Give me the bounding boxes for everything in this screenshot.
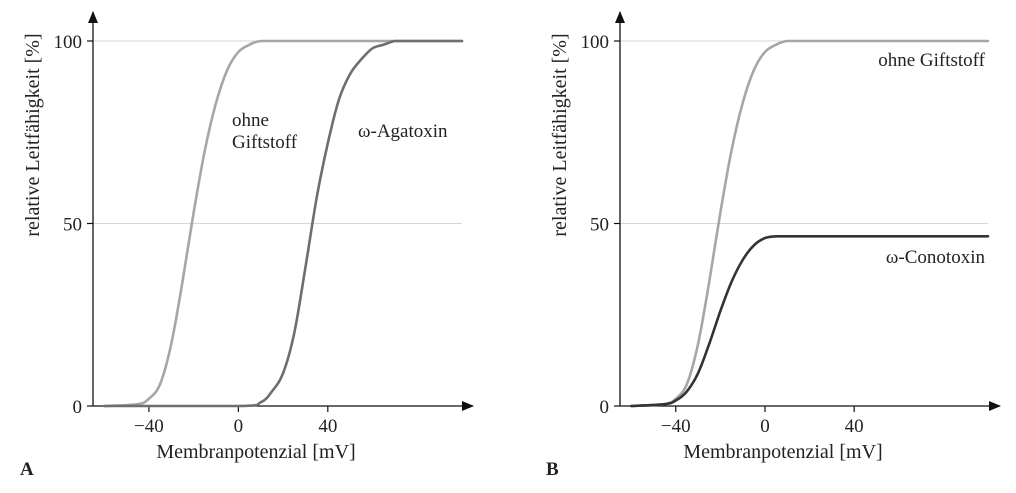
panel-b-y-tick-label-0: 0 xyxy=(600,397,610,418)
panel-a-x-tick-label-2: 40 xyxy=(318,416,337,437)
panel-b-y-axis-label: relative Leitfähigkeit [%] xyxy=(549,33,571,236)
panel-b-x-tick-label-2: 40 xyxy=(845,416,864,437)
panel-a-x-axis-label: Membranpotenzial [mV] xyxy=(156,441,355,463)
panel-b-y-tick-label-2: 100 xyxy=(581,32,610,53)
panel-b-series-label-0-line-0: ohne Giftstoff xyxy=(878,50,985,71)
panel-a-series-label-1-line-0: ω-Agatoxin xyxy=(358,121,448,142)
panel-b-series-label-1: ω-Conotoxin xyxy=(886,247,986,268)
panel-b-label: B xyxy=(546,459,559,480)
panel-b-series-label-0: ohne Giftstoff xyxy=(878,50,985,71)
panel-b: relative Leitfähigkeit [%] Membranpotenz… xyxy=(546,11,1001,480)
panel-b-x-tick-label-0: −40 xyxy=(661,416,691,437)
panel-a-x-tick-label-1: 0 xyxy=(234,416,244,437)
panel-b-x-tick-label-1: 0 xyxy=(760,416,770,437)
panel-a: relative Leitfähigkeit [%] Membranpotenz… xyxy=(20,11,474,480)
panel-a-series-label-0-line-0: ohne xyxy=(232,110,269,131)
panel-a-series-label-0: ohne Giftstoff xyxy=(232,110,298,153)
panel-a-series-line-0 xyxy=(102,39,464,408)
panel-a-x-tick-label-0: −40 xyxy=(134,416,164,437)
panel-b-series-line-1 xyxy=(629,234,990,408)
panel-b-y-tick-label-1: 50 xyxy=(590,215,609,236)
panel-a-y-tick-label-2: 100 xyxy=(54,32,83,53)
panel-a-series-label-0-line-1: Giftstoff xyxy=(232,132,298,153)
panel-a-y-tick-label-1: 50 xyxy=(63,215,82,236)
panel-b-x-axis-label: Membranpotenzial [mV] xyxy=(683,441,882,463)
panel-a-y-tick-label-0: 0 xyxy=(73,397,83,418)
panel-a-series-line-1 xyxy=(102,39,464,408)
panel-b-series-line-0 xyxy=(629,39,990,408)
panel-a-label: A xyxy=(20,459,34,480)
panel-a-series-label-1: ω-Agatoxin xyxy=(358,121,448,142)
panel-a-y-axis-label: relative Leitfähigkeit [%] xyxy=(22,33,44,236)
panel-b-series-label-1-line-0: ω-Conotoxin xyxy=(886,247,986,268)
